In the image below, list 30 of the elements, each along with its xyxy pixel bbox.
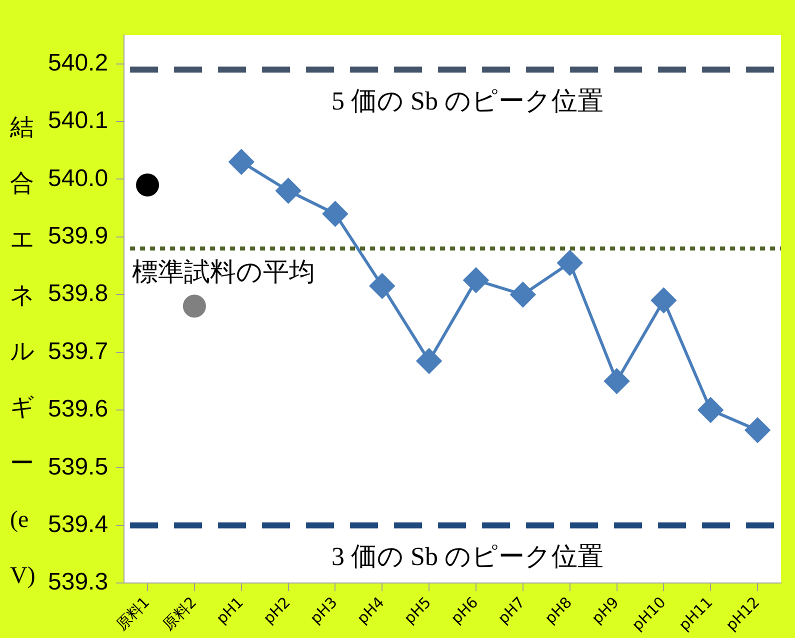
y-tick-label: 539.6 xyxy=(48,396,108,423)
point xyxy=(604,368,630,394)
x-tick-label: 原料1 xyxy=(112,593,154,634)
ref-line-label: 3 価の Sb のピーク位置 xyxy=(332,542,604,572)
y-tick-label: 539.7 xyxy=(48,338,108,365)
point xyxy=(698,397,724,422)
y-tick-label: 540.0 xyxy=(48,164,108,192)
point xyxy=(136,174,160,196)
y-tick-label: 539.4 xyxy=(48,511,108,538)
point xyxy=(745,418,770,443)
text: 結合エネルギー(eV) xyxy=(10,115,36,589)
point xyxy=(651,288,676,313)
ref-line-label: 標準試料の平均 xyxy=(132,257,316,286)
ref-line-label: 5 価の Sb のピーク位置 xyxy=(332,86,604,116)
y-tick-label: 539.9 xyxy=(48,222,108,250)
point xyxy=(276,178,301,204)
y-tick-label: 540.1 xyxy=(48,107,108,134)
point xyxy=(463,268,488,293)
y-tick-label: 539.3 xyxy=(48,568,108,596)
point xyxy=(370,273,395,298)
point xyxy=(228,149,254,174)
point xyxy=(416,348,442,374)
point xyxy=(557,250,582,276)
x-tick-label: 原料2 xyxy=(159,593,200,634)
point xyxy=(182,294,206,318)
point xyxy=(510,282,536,308)
y-tick-label: 539.8 xyxy=(48,280,108,308)
y-tick-label: 539.5 xyxy=(48,453,108,480)
point xyxy=(322,201,348,226)
y-tick-label: 540.2 xyxy=(48,49,108,76)
